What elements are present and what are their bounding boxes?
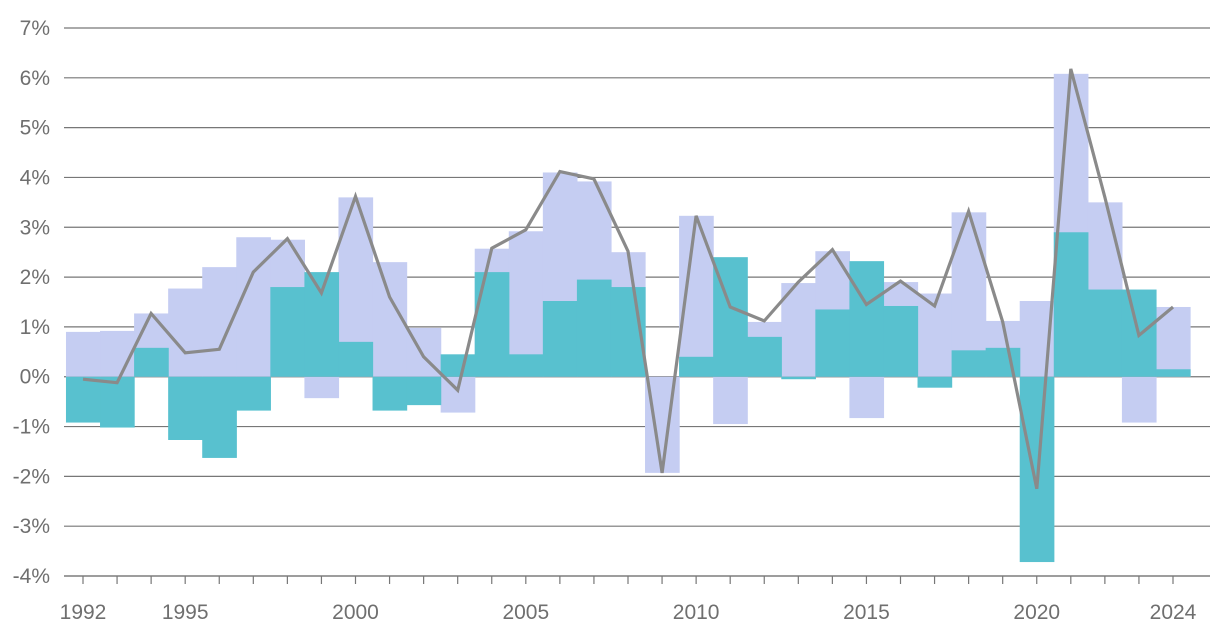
y-tick-label: -2% xyxy=(13,465,50,488)
x-axis xyxy=(64,575,1210,584)
bar-1997-series-1 xyxy=(236,376,271,411)
bar-2005-series-0 xyxy=(508,231,544,377)
bar-2013-series-1 xyxy=(781,376,816,380)
bar-1993-series-0 xyxy=(100,330,135,377)
bar-1993-series-1 xyxy=(100,376,135,428)
bar-2016-series-1 xyxy=(883,305,919,377)
bar-2004-series-1 xyxy=(474,272,510,377)
bar-2024-series-1 xyxy=(1155,369,1191,377)
x-tick-label: 1992 xyxy=(60,601,107,624)
y-tick-label: 6% xyxy=(20,67,50,90)
bar-1998-series-1 xyxy=(270,287,306,377)
y-tick-label: 3% xyxy=(20,216,50,239)
bar-1994-series-1 xyxy=(134,347,169,377)
bar-2021-series-1 xyxy=(1053,232,1089,377)
bar-2003-series-1 xyxy=(440,354,476,377)
bar-1995-series-0 xyxy=(168,288,203,377)
bar-2015-series-1 xyxy=(849,261,885,377)
y-tick-label: -3% xyxy=(13,515,50,538)
line-series-2 xyxy=(82,68,1175,490)
bar-2013-series-0 xyxy=(781,283,816,377)
bar-2015-series-0 xyxy=(849,376,885,419)
y-tick-label: 0% xyxy=(20,366,50,389)
bar-2007-series-1 xyxy=(576,279,612,377)
y-tick-label: -1% xyxy=(13,416,50,439)
x-tick-label: 2024 xyxy=(1150,601,1197,624)
y-tick-labels: -4% -3% -2% -1% 0% 1% 2% 3% 4% 5% 6% 7% xyxy=(13,17,50,588)
bar-2012-series-1 xyxy=(747,336,782,377)
bar-2014-series-1 xyxy=(815,309,851,377)
bar-2005-series-1 xyxy=(508,354,544,377)
y-tick-label: 2% xyxy=(20,266,50,289)
bar-2022-series-1 xyxy=(1087,289,1123,377)
x-tick-label: 2015 xyxy=(843,601,890,624)
bar-1999-series-0 xyxy=(304,376,340,399)
bar-2011-series-0 xyxy=(713,376,748,425)
x-tick-label: 2005 xyxy=(502,601,549,624)
bars-teal-series xyxy=(65,232,1191,563)
bar-2024-series-0 xyxy=(1155,306,1191,377)
x-tick-label: 2020 xyxy=(1013,601,1060,624)
x-tick-label: 2010 xyxy=(673,601,720,624)
x-tick-labels: 1992 1995 2000 2005 2010 2015 2020 2024 xyxy=(60,601,1197,624)
bar-2003-series-0 xyxy=(440,376,476,413)
y-tick-label: 1% xyxy=(20,316,50,339)
bar-1995-series-1 xyxy=(168,376,203,440)
y-tick-label: 4% xyxy=(20,166,50,189)
bar-2023-series-0 xyxy=(1121,376,1157,423)
y-tick-label: -4% xyxy=(13,565,50,588)
y-tick-label: 7% xyxy=(20,17,50,40)
y-tick-label: 5% xyxy=(20,117,50,140)
x-tick-label: 1995 xyxy=(162,601,209,624)
bar-2002-series-1 xyxy=(406,376,442,406)
bar-2018-series-1 xyxy=(951,350,987,377)
bar-2001-series-1 xyxy=(372,376,408,411)
line-series xyxy=(82,68,1175,490)
bar-2010-series-1 xyxy=(679,356,714,377)
bar-1992-series-1 xyxy=(65,376,101,423)
bar-2019-series-1 xyxy=(985,347,1021,377)
x-tick-label: 2000 xyxy=(332,601,379,624)
bar-1996-series-1 xyxy=(202,376,237,458)
bar-2000-series-1 xyxy=(338,341,374,377)
bar-2006-series-1 xyxy=(542,301,578,377)
bar-1992-series-0 xyxy=(65,331,101,377)
bar-2017-series-1 xyxy=(917,376,953,388)
